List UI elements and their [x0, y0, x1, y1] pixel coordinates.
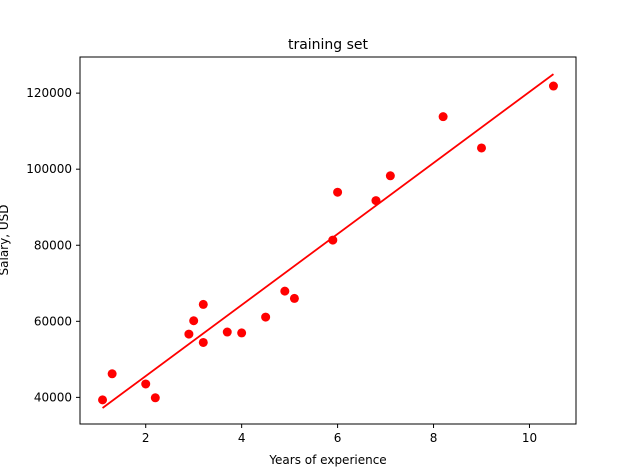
- data-point: [98, 395, 108, 405]
- chart-marks: [98, 73, 558, 409]
- x-tick-label: 10: [522, 431, 537, 445]
- data-point: [477, 143, 487, 153]
- data-point: [438, 112, 448, 122]
- chart-title: training set: [288, 37, 369, 53]
- data-point: [189, 316, 199, 326]
- data-point: [150, 393, 160, 403]
- y-tick-label: 120000: [26, 86, 72, 100]
- x-tick-label: 4: [238, 431, 246, 445]
- data-point: [222, 327, 232, 337]
- plot-frame: [79, 56, 577, 425]
- data-point: [198, 299, 208, 309]
- data-point: [184, 329, 194, 339]
- data-point: [328, 235, 338, 245]
- data-point: [548, 81, 558, 91]
- data-point: [261, 312, 271, 322]
- chart-axes: 2 4 6 8 10 40000 60000 80000 100000 120000: [26, 86, 537, 445]
- data-point: [237, 328, 247, 338]
- x-axis-label: Years of experience: [268, 453, 386, 467]
- data-point: [107, 369, 117, 379]
- y-tick-label: 40000: [34, 390, 72, 404]
- data-point: [333, 187, 343, 197]
- x-tick-label: 2: [142, 431, 150, 445]
- data-point: [141, 379, 151, 389]
- y-tick-label: 60000: [34, 314, 72, 328]
- y-tick-label: 80000: [34, 238, 72, 252]
- regression-line: [102, 73, 554, 409]
- data-point: [198, 337, 208, 347]
- data-point: [289, 293, 299, 303]
- data-point: [385, 171, 395, 181]
- data-point: [280, 286, 290, 296]
- y-tick-label: 100000: [26, 162, 72, 176]
- x-tick-label: 6: [334, 431, 342, 445]
- x-tick-label: 8: [430, 431, 438, 445]
- y-axis-label: Salary, USD: [0, 205, 11, 276]
